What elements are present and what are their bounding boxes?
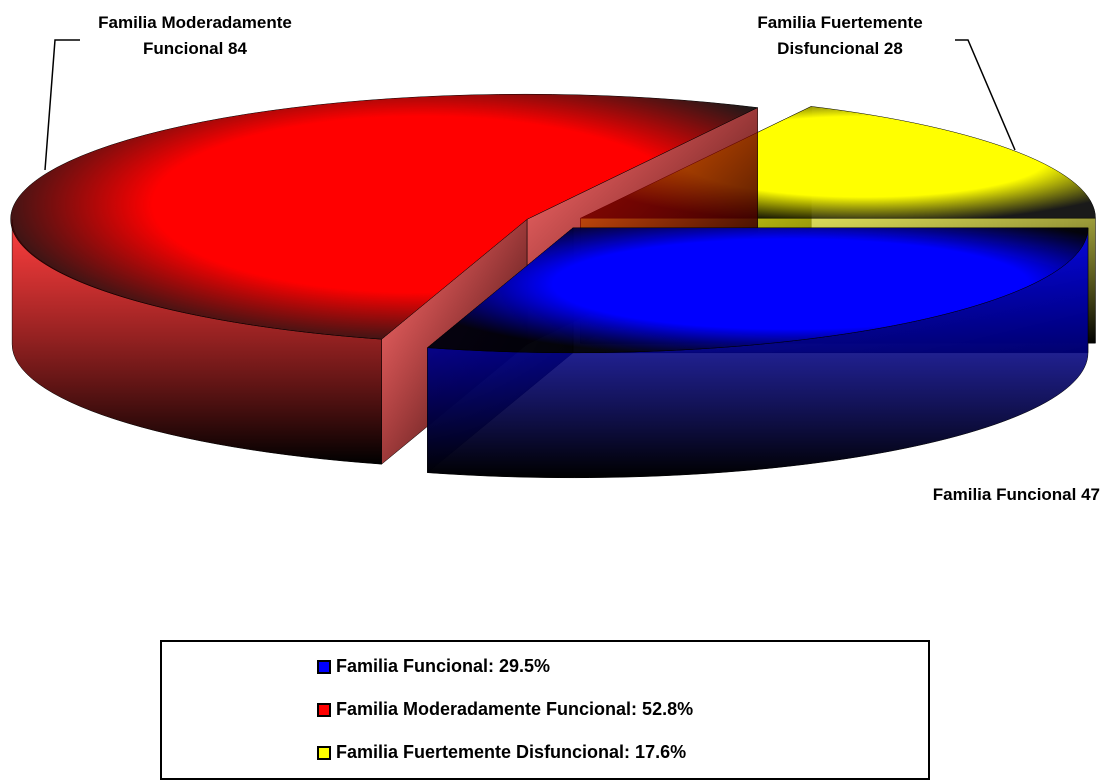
slice xyxy=(10,93,759,340)
data-label: Familia Moderadamente Funcional 84 xyxy=(98,13,292,58)
legend-label: Familia Fuertemente Disfuncional: 17.6% xyxy=(336,742,687,762)
data-label: Familia Funcional 47 xyxy=(932,485,1100,504)
legend: Familia Funcional: 29.5% Familia Moderada… xyxy=(160,640,930,780)
pie-area xyxy=(10,39,1096,479)
legend-swatch xyxy=(317,745,331,760)
data-label: Familia Fuertemente Disfuncional 28 xyxy=(757,13,923,58)
leader-line xyxy=(955,39,1016,151)
slice xyxy=(426,227,1089,354)
legend-swatch xyxy=(317,702,331,717)
legend-item: Familia Moderadamente Funcional: 52.8% xyxy=(317,699,693,720)
legend-swatch xyxy=(317,659,331,674)
legend-item: Familia Funcional: 29.5% xyxy=(317,656,550,677)
legend-label: Familia Funcional: 29.5% xyxy=(336,656,551,676)
leader-line xyxy=(44,39,80,171)
legend-item: Familia Fuertemente Disfuncional: 17.6% xyxy=(317,742,686,763)
legend-label: Familia Moderadamente Funcional: 52.8% xyxy=(336,699,694,719)
